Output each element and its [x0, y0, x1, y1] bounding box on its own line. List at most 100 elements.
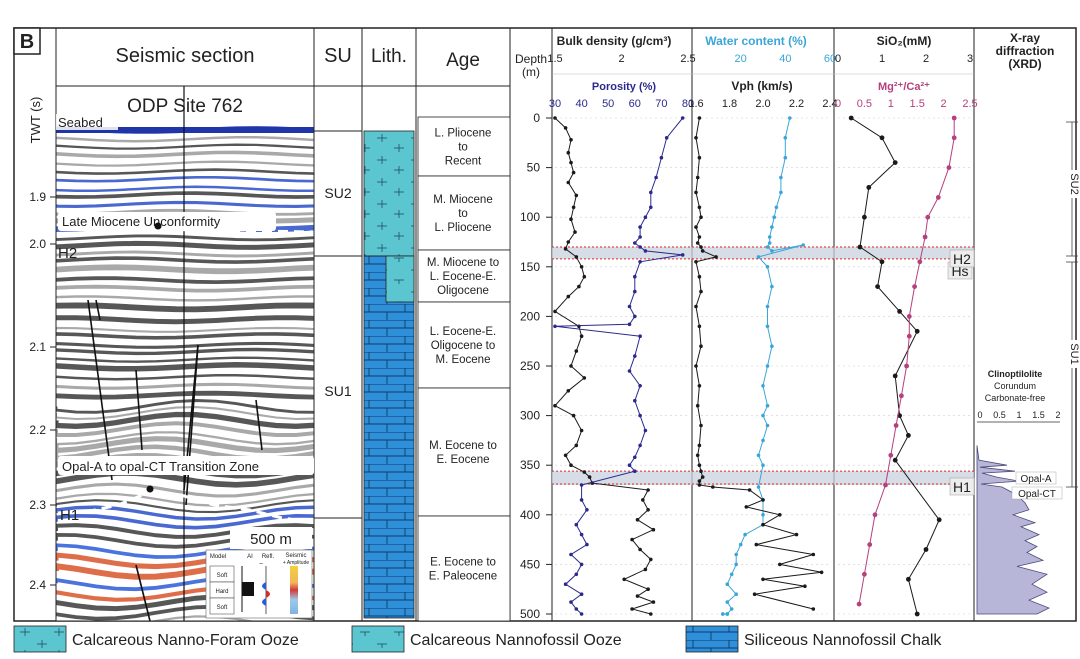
data-point	[638, 260, 642, 264]
depth-tick-label: 0	[533, 111, 540, 125]
seismic-reflector	[56, 168, 314, 175]
series-line	[858, 118, 955, 605]
depth-tick-label: 100	[520, 210, 540, 224]
legend-swatch-foram	[13, 625, 67, 653]
sio2-tick: 3	[967, 53, 973, 65]
data-point	[700, 249, 705, 253]
seismic-frame	[55, 85, 315, 622]
data-point	[721, 612, 725, 616]
data-point	[697, 483, 702, 487]
opal-a-label: Opal-A	[1020, 474, 1051, 485]
data-point	[744, 505, 749, 509]
data-point	[569, 217, 573, 221]
data-point	[643, 567, 648, 572]
data-point	[794, 532, 799, 537]
fault-lines	[87, 299, 263, 621]
late-miocene-label-box	[58, 212, 276, 231]
data-point	[699, 215, 703, 219]
seismic-reflector	[56, 356, 314, 363]
data-point	[649, 190, 653, 195]
seismic-reflector	[56, 276, 314, 285]
data-point	[738, 542, 743, 547]
data-point	[579, 532, 584, 537]
data-point	[765, 403, 770, 408]
data-point	[563, 247, 568, 251]
data-point	[633, 289, 637, 294]
data-point	[694, 364, 698, 368]
data-point	[700, 475, 705, 479]
data-point	[569, 364, 573, 368]
data-point	[553, 403, 557, 408]
data-point	[635, 518, 640, 522]
seismic-inset: Model AI Refl. Seismic + Amplitude Soft …	[205, 549, 313, 619]
data-point	[638, 334, 642, 339]
data-point	[906, 314, 912, 319]
seismic-reflector	[56, 256, 314, 264]
data-point	[765, 265, 770, 269]
data-point	[697, 274, 702, 279]
data-point	[553, 309, 557, 314]
mgca-tick: 0	[835, 98, 841, 110]
age-label: E. Paleocene	[429, 571, 497, 583]
data-point	[754, 542, 759, 547]
data-point	[946, 165, 952, 171]
depth-tick-label: 400	[520, 508, 540, 522]
data-point	[761, 577, 765, 582]
h2-seismic-label: H2	[58, 245, 77, 262]
data-point	[694, 260, 698, 264]
bulk-density-tick: 1.5	[547, 53, 562, 65]
data-point	[801, 243, 805, 247]
data-point	[694, 225, 698, 229]
data-point	[811, 607, 816, 611]
lithology-legend: Calcareous Nanno-Foram Ooze Calcareous N…	[13, 625, 942, 653]
seismic-reflector	[148, 615, 257, 621]
data-point	[743, 532, 747, 537]
scale-bar-box	[230, 527, 312, 549]
vph-tick: 2.0	[755, 98, 770, 110]
data-point	[756, 485, 761, 489]
data-point	[925, 214, 931, 220]
data-point	[574, 522, 579, 527]
header-xrd-3: (XRD)	[1008, 57, 1041, 71]
data-point	[633, 241, 637, 245]
data-point	[697, 235, 702, 239]
data-point	[638, 235, 642, 239]
data-point	[699, 344, 703, 349]
data-point	[765, 245, 770, 249]
seismic-reflector	[56, 200, 314, 208]
vph-tick: 2.4	[822, 98, 837, 110]
data-point	[579, 498, 584, 502]
data-point	[819, 570, 824, 575]
data-point	[566, 180, 571, 185]
header-su: SU	[324, 45, 352, 67]
data-point	[897, 309, 902, 314]
log-plots	[552, 115, 974, 617]
age-column: L. Pliocene to Recent M. Miocene to L. Plioce…	[417, 116, 511, 622]
legend-swatch-chalk	[685, 625, 739, 653]
mgca-tick: 2.5	[962, 98, 977, 110]
data-point	[729, 572, 734, 577]
data-point	[923, 547, 929, 552]
data-point	[582, 274, 587, 279]
data-point	[563, 126, 568, 130]
seismic-reflector	[56, 143, 314, 150]
data-point	[585, 542, 589, 547]
porosity-tick: 70	[655, 98, 667, 110]
legend-swatch-nanno	[351, 625, 405, 653]
seismic-reflector	[56, 411, 314, 429]
late-miocene-point	[154, 222, 162, 230]
vph-title: Vph (km/s)	[731, 79, 792, 93]
data-point	[649, 612, 653, 616]
data-point	[680, 253, 685, 257]
su1-label: SU1	[324, 383, 351, 399]
data-point	[654, 175, 658, 180]
svg-text:−: −	[259, 561, 263, 568]
header-depth-unit: (m)	[522, 65, 540, 79]
data-point	[767, 235, 772, 239]
data-point	[770, 225, 774, 229]
data-point	[699, 423, 703, 428]
data-point	[694, 304, 698, 309]
data-point	[579, 612, 584, 616]
data-point	[761, 463, 765, 468]
depth-tick-label: 250	[520, 359, 540, 373]
